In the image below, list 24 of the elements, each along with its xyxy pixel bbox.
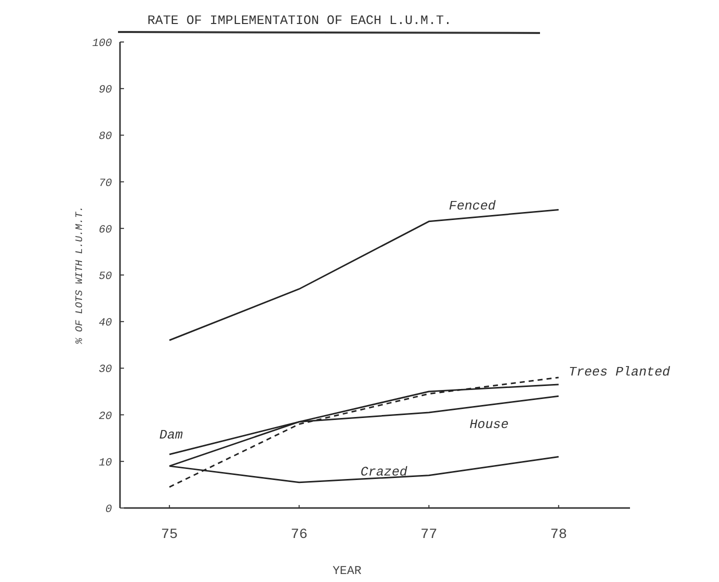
y-tick-label: 90 (98, 84, 112, 97)
line-series (168, 209, 560, 341)
series-label: Dam (159, 427, 184, 442)
y-tick-label: 70 (98, 178, 112, 190)
x-tick-label: 77 (420, 527, 438, 543)
series-label: House (470, 417, 509, 432)
series-label: Crazed (360, 464, 408, 480)
y-tick-label: 20 (98, 410, 112, 423)
y-tick-label: 50 (98, 271, 112, 283)
chart-title: RATE OF IMPLEMENTATION OF EACH L.U.M.T. (147, 13, 452, 28)
x-tick-label: 76 (290, 527, 308, 543)
y-tick-label: 80 (98, 131, 112, 144)
y-tick-label: 0 (105, 504, 112, 516)
y-tick-label: 100 (92, 38, 112, 50)
series-label: Fenced (448, 198, 496, 214)
x-axis-title: YEAR (332, 564, 362, 578)
y-tick-label: 30 (98, 364, 112, 376)
series-label: Trees Planted (568, 364, 670, 380)
y-tick-label: 40 (98, 318, 112, 330)
x-tick-label: 78 (550, 527, 568, 543)
y-tick-label: 60 (98, 224, 112, 236)
y-tick-label: 10 (98, 457, 112, 470)
x-tick-label: 75 (161, 527, 178, 543)
y-axis-title: % OF LOTS WITH L.U.M.T. (75, 206, 86, 346)
